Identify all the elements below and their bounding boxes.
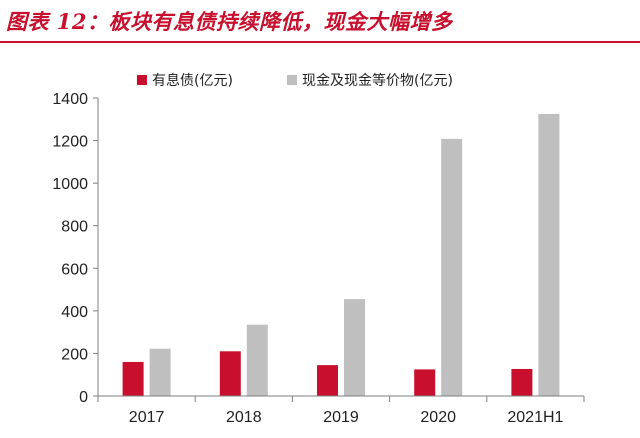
legend-label-1: 有息债(亿元) bbox=[152, 72, 233, 89]
figure-title: 图表 12：板块有息债持续降低，现金大幅增多 bbox=[6, 9, 453, 34]
y-tick-label: 1400 bbox=[52, 91, 88, 108]
tick-labels: 0 200 400 600 800 1000 1200 1400 2017 2018 2019 202… bbox=[52, 91, 563, 426]
title-underline bbox=[0, 41, 640, 43]
bar-debt-2020 bbox=[414, 369, 436, 396]
bar-cash-2021H1 bbox=[538, 113, 560, 396]
x-tick-label: 2018 bbox=[226, 409, 262, 426]
bar-chart: 有息债(亿元) 现金及现金等价物(亿元) 0 200 400 600 800 1000 120… bbox=[52, 72, 585, 426]
bar-group bbox=[122, 113, 560, 396]
legend-swatch-2 bbox=[287, 75, 297, 85]
figure-header: 图表 12：板块有息债持续降低，现金大幅增多 bbox=[0, 0, 640, 44]
x-tick-label: 2021H1 bbox=[507, 409, 563, 426]
legend-swatch-1 bbox=[137, 75, 147, 85]
bar-cash-2018 bbox=[246, 324, 268, 396]
y-tick-label: 800 bbox=[61, 219, 88, 236]
y-tick-label: 200 bbox=[61, 346, 88, 363]
bar-debt-2017 bbox=[122, 361, 144, 396]
chart-legend: 有息债(亿元) 现金及现金等价物(亿元) bbox=[137, 72, 453, 89]
y-tick-label: 600 bbox=[61, 261, 88, 278]
bar-cash-2019 bbox=[344, 299, 365, 396]
x-tick-label: 2020 bbox=[420, 409, 456, 426]
chart-axes bbox=[93, 97, 585, 402]
x-tick-label: 2017 bbox=[129, 409, 165, 426]
bar-debt-2021H1 bbox=[511, 368, 533, 396]
bar-debt-2018 bbox=[219, 351, 241, 396]
y-tick-label: 400 bbox=[61, 304, 88, 321]
bar-cash-2017 bbox=[149, 348, 171, 396]
legend-label-2: 现金及现金等价物(亿元) bbox=[302, 72, 453, 89]
y-tick-label: 0 bbox=[79, 389, 88, 406]
y-tick-label: 1000 bbox=[52, 176, 88, 193]
bar-cash-2020 bbox=[441, 138, 463, 396]
y-tick-label: 1200 bbox=[52, 134, 88, 151]
x-tick-label: 2019 bbox=[323, 409, 359, 426]
bar-debt-2019 bbox=[317, 365, 338, 396]
